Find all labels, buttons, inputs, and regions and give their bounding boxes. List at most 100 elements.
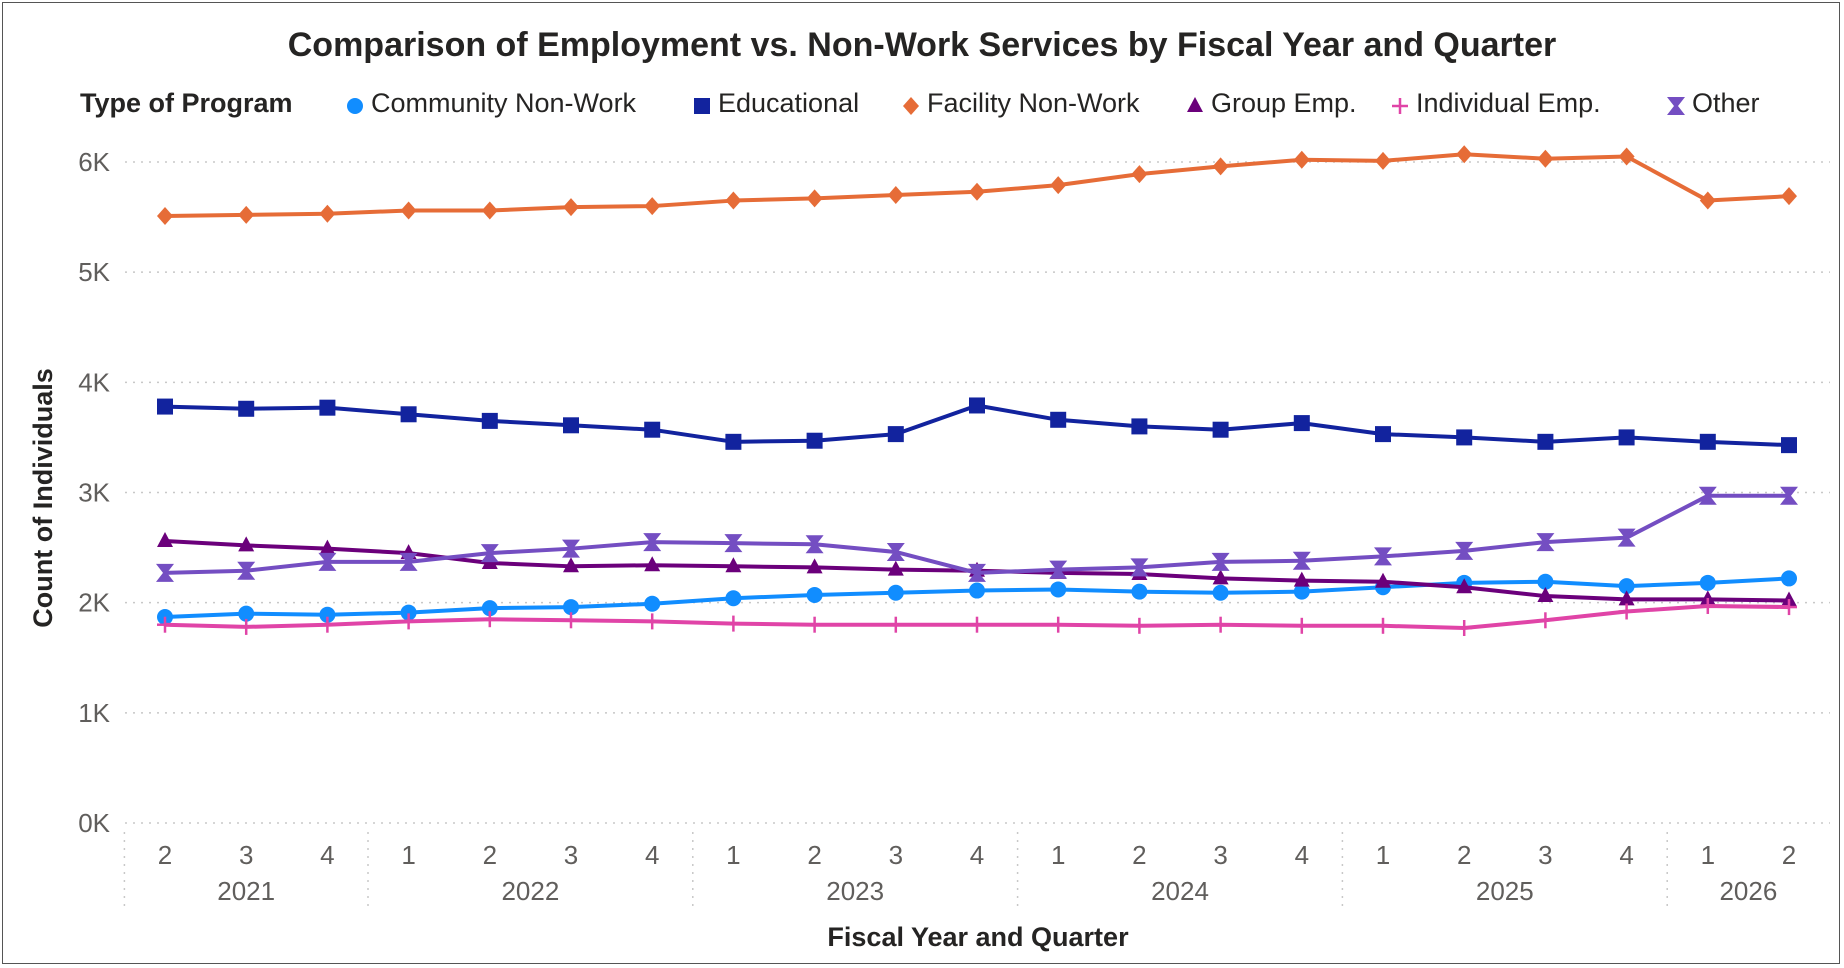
data-point-facility-non-work — [1212, 157, 1229, 176]
data-point-educational — [1131, 418, 1148, 435]
x-tick-label: 4 — [1295, 840, 1309, 870]
data-point-community-non-work — [319, 606, 336, 623]
data-point-individual-emp — [1699, 597, 1716, 614]
chart-title: Comparison of Employment vs. Non-Work Se… — [288, 26, 1556, 64]
data-point-individual-emp — [1131, 617, 1148, 634]
data-point-other — [1536, 533, 1555, 552]
data-point-group-emp — [806, 558, 823, 574]
data-point-other — [1698, 486, 1717, 505]
legend-item-educational: Educational — [718, 88, 859, 118]
x-tick-label: 4 — [1619, 840, 1633, 870]
y-tick-label: 1K — [78, 698, 110, 728]
data-point-facility-non-work — [1781, 187, 1797, 206]
data-point-facility-non-work — [157, 206, 173, 225]
data-point-other — [1374, 547, 1392, 566]
data-point-other — [1049, 560, 1068, 579]
data-point-other — [643, 533, 662, 552]
data-point-other — [562, 539, 580, 558]
x-year-label: 2021 — [217, 876, 275, 906]
data-point-community-non-work — [1050, 581, 1067, 598]
x-tick-label: 2 — [1782, 840, 1796, 870]
data-point-educational — [400, 406, 417, 423]
x-year-label: 2022 — [501, 876, 559, 906]
legend-marker-individual-emp — [1392, 98, 1408, 114]
data-point-educational — [969, 397, 985, 414]
y-tick-label: 5K — [78, 257, 110, 287]
data-point-individual-emp — [238, 618, 255, 635]
data-point-group-emp — [1537, 587, 1554, 603]
data-point-individual-emp — [1050, 616, 1067, 633]
data-point-facility-non-work — [806, 189, 823, 208]
data-point-other — [1617, 528, 1636, 547]
legend-marker-educational — [694, 98, 710, 114]
x-tick-label: 4 — [970, 840, 984, 870]
data-point-group-emp — [1293, 571, 1310, 587]
data-point-group-emp — [1699, 590, 1716, 606]
x-tick-label: 3 — [564, 840, 578, 870]
legend-item-other: Other — [1692, 88, 1760, 118]
legend-marker-facility-non-work — [903, 97, 919, 115]
series-layer — [156, 145, 1798, 637]
data-point-individual-emp — [806, 616, 823, 633]
data-point-individual-emp — [1375, 617, 1391, 634]
data-point-other — [399, 552, 418, 571]
x-tick-label: 2 — [158, 840, 172, 870]
legend-item-community-non-work: Community Non-Work — [371, 88, 637, 118]
data-point-other — [156, 563, 174, 582]
x-tick-label: 1 — [726, 840, 740, 870]
data-point-other — [237, 561, 256, 580]
data-point-educational — [1293, 415, 1310, 432]
x-tick-label: 1 — [1376, 840, 1390, 870]
data-point-community-non-work — [806, 586, 823, 603]
data-point-educational — [1781, 437, 1797, 454]
x-tick-label: 4 — [320, 840, 334, 870]
gridlines — [125, 161, 1830, 824]
x-tick-label: 2 — [807, 840, 821, 870]
data-point-educational — [1456, 429, 1473, 446]
data-point-facility-non-work — [969, 182, 985, 201]
y-axis-ticks: 0K 1K 2K 3K 4K 5K 6K — [78, 147, 110, 838]
data-point-individual-emp — [1212, 616, 1229, 633]
x-tick-label: 1 — [1051, 840, 1065, 870]
legend-item-individual-emp: Individual Emp. — [1416, 88, 1601, 118]
data-point-educational — [887, 426, 904, 443]
series-individual-emp — [157, 597, 1797, 637]
data-point-facility-non-work — [1375, 151, 1391, 170]
data-point-educational — [1212, 421, 1229, 438]
data-point-educational — [1699, 433, 1716, 450]
data-point-individual-emp — [1537, 612, 1554, 629]
data-point-individual-emp — [1293, 617, 1310, 634]
data-point-community-non-work — [400, 604, 417, 621]
data-point-group-emp — [644, 556, 661, 572]
x-year-label: 2025 — [1476, 876, 1534, 906]
data-point-community-non-work — [1131, 583, 1148, 600]
data-point-individual-emp — [1618, 603, 1635, 620]
data-point-facility-non-work — [644, 197, 661, 216]
data-point-individual-emp — [887, 616, 904, 633]
data-point-other — [1292, 551, 1311, 570]
data-point-individual-emp — [725, 615, 742, 632]
x-year-label: 2024 — [1151, 876, 1209, 906]
data-point-educational — [644, 421, 661, 438]
data-point-community-non-work — [1293, 583, 1310, 600]
y-tick-label: 4K — [78, 367, 110, 397]
data-point-facility-non-work — [887, 186, 904, 205]
data-point-group-emp — [238, 536, 255, 552]
data-point-facility-non-work — [400, 201, 417, 220]
data-point-other — [1780, 486, 1798, 505]
data-point-group-emp — [725, 557, 742, 573]
legend-item-group-emp: Group Emp. — [1211, 88, 1357, 118]
data-point-educational — [1375, 426, 1391, 443]
data-point-facility-non-work — [319, 204, 336, 223]
x-year-label: 2023 — [826, 876, 884, 906]
x-tick-label: 3 — [889, 840, 903, 870]
data-point-other — [1211, 552, 1230, 571]
data-point-educational — [806, 432, 823, 449]
data-point-facility-non-work — [1699, 191, 1716, 210]
data-point-group-emp — [319, 539, 336, 555]
data-point-group-emp — [157, 531, 173, 547]
data-point-community-non-work — [1781, 570, 1797, 587]
data-point-individual-emp — [319, 616, 336, 633]
data-point-community-non-work — [969, 582, 985, 599]
